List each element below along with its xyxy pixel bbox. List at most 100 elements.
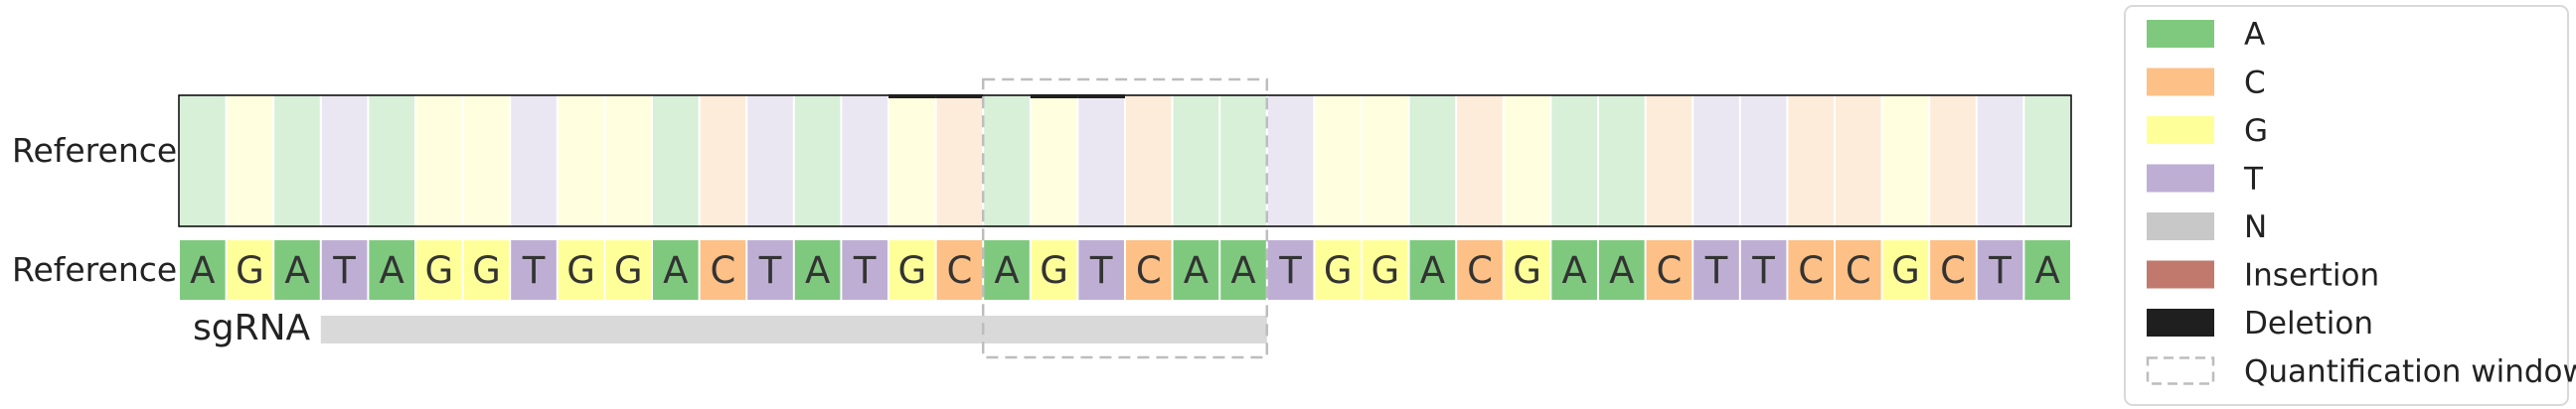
sequence-cell — [936, 240, 983, 300]
sequence-cell — [889, 240, 935, 300]
row-label-heatmap: Reference — [12, 131, 177, 170]
base-label: T — [1751, 249, 1775, 292]
base-label: A — [663, 249, 688, 292]
sequence-cell — [1551, 240, 1597, 300]
base-label: G — [566, 249, 595, 292]
legend-label: A — [2244, 17, 2265, 53]
heatmap-cell — [1930, 95, 1976, 226]
base-label: T — [1704, 249, 1728, 292]
base-label: A — [805, 249, 830, 292]
reference-frequency-heatmap — [180, 95, 2070, 226]
deletion-mark — [935, 94, 984, 98]
base-label: T — [1988, 249, 2012, 292]
heatmap-cell — [1267, 95, 1314, 226]
legend-swatch-g — [2147, 116, 2214, 144]
legend-swatch-deletion — [2147, 309, 2214, 337]
legend-label: G — [2244, 113, 2268, 149]
heatmap-cell — [1836, 95, 1881, 226]
sequence-cell — [1126, 240, 1172, 300]
base-label: G — [614, 249, 643, 292]
sequence-cell — [2024, 240, 2070, 300]
sequence-cell — [463, 240, 510, 300]
base-label: G — [1040, 249, 1068, 292]
sequence-cell — [1740, 240, 1787, 300]
heatmap-cell — [558, 95, 604, 226]
heatmap-cell — [889, 95, 935, 226]
heatmap-cell — [1126, 95, 1172, 226]
base-label: G — [236, 249, 264, 292]
base-label: A — [2035, 249, 2060, 292]
sequence-cell — [321, 240, 368, 300]
base-label: G — [1324, 249, 1353, 292]
sequence-cell — [984, 240, 1030, 300]
sequence-cell — [1693, 240, 1739, 300]
heatmap-cell — [1693, 95, 1739, 226]
heatmap-cell — [1977, 95, 2023, 226]
sgrna-bar — [320, 316, 1267, 343]
heatmap-cell — [1220, 95, 1266, 226]
sequence-cell — [1173, 240, 1219, 300]
heatmap-cell — [605, 95, 651, 226]
sequence-cell — [369, 240, 414, 300]
deletion-mark — [1077, 94, 1125, 98]
sequence-cell — [180, 240, 226, 300]
sequence-cell — [274, 240, 320, 300]
base-label: C — [1846, 249, 1871, 292]
heatmap-cell — [794, 95, 841, 226]
heatmap-cell — [842, 95, 887, 226]
base-label: G — [1370, 249, 1399, 292]
sequence-cell — [1836, 240, 1881, 300]
heatmap-cell — [1363, 95, 1408, 226]
base-label: C — [946, 249, 972, 292]
heatmap-cell — [369, 95, 414, 226]
sgrna-label: sgRNA — [193, 308, 311, 348]
sequence-cell — [1031, 240, 1077, 300]
heatmap-cell — [1551, 95, 1597, 226]
sequence-cell — [842, 240, 887, 300]
sequence-cell — [1646, 240, 1692, 300]
legend-label: Deletion — [2244, 306, 2373, 341]
quantification-window-box — [981, 77, 1269, 359]
legend-label: N — [2244, 209, 2267, 245]
legend-swatch-t — [2147, 164, 2214, 193]
heatmap-cell — [984, 95, 1030, 226]
base-label: T — [1278, 249, 1302, 292]
sequence-cell — [1599, 240, 1645, 300]
base-label: C — [1798, 249, 1824, 292]
heatmap-cell — [936, 95, 983, 226]
legend-frame — [2124, 5, 2569, 406]
sequence-cell — [1220, 240, 1266, 300]
heatmap-border — [178, 94, 2072, 227]
base-label: C — [1656, 249, 1682, 292]
base-label: A — [1420, 249, 1445, 292]
legend-swatch-n — [2147, 212, 2214, 240]
legend-label: Quantification window — [2244, 354, 2576, 390]
sequence-cell — [1882, 240, 1929, 300]
heatmap-cell — [700, 95, 746, 226]
heatmap-cell — [653, 95, 699, 226]
heatmap-cell — [511, 95, 557, 226]
sequence-cell — [700, 240, 746, 300]
heatmap-cell — [1599, 95, 1645, 226]
base-label: C — [1467, 249, 1493, 292]
heatmap-cell — [274, 95, 320, 226]
base-label: G — [424, 249, 453, 292]
sequence-cell — [794, 240, 841, 300]
sequence-cell — [1504, 240, 1550, 300]
legend-label: T — [2243, 162, 2264, 198]
legend-swatch-c — [2147, 68, 2214, 96]
base-label: T — [853, 249, 877, 292]
base-label: C — [710, 249, 735, 292]
sequence-cell — [653, 240, 699, 300]
sequence-cell — [747, 240, 793, 300]
legend-label: Insertion — [2244, 258, 2379, 294]
sequence-cell — [511, 240, 557, 300]
heatmap-cell — [321, 95, 368, 226]
deletion-mark — [888, 94, 936, 98]
heatmap-cell — [1409, 95, 1456, 226]
sequence-cell — [1930, 240, 1976, 300]
heatmap-cell — [1740, 95, 1787, 226]
base-label: T — [522, 249, 546, 292]
